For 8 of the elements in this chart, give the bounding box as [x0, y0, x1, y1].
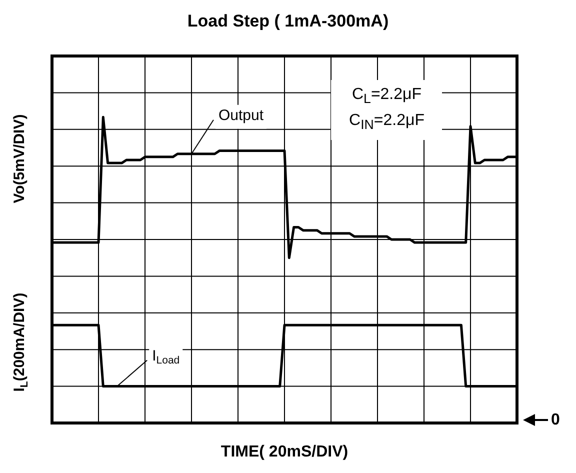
text: C$_{L}$=2.2μF [350, 85, 423, 108]
text: IL(200mA/DIV) [11, 292, 30, 392]
annotation: C$_{IN}$=2.2μF [349, 111, 424, 134]
series-label: Output [218, 107, 264, 124]
text: 0 [551, 411, 560, 428]
x-axis-title: TIME( 20mS/DIV) [220, 443, 348, 460]
chart-title: Load Step ( 1mA-300mA) [187, 12, 389, 31]
y-axis-title: Vo(5mV/DIV) [11, 114, 28, 204]
